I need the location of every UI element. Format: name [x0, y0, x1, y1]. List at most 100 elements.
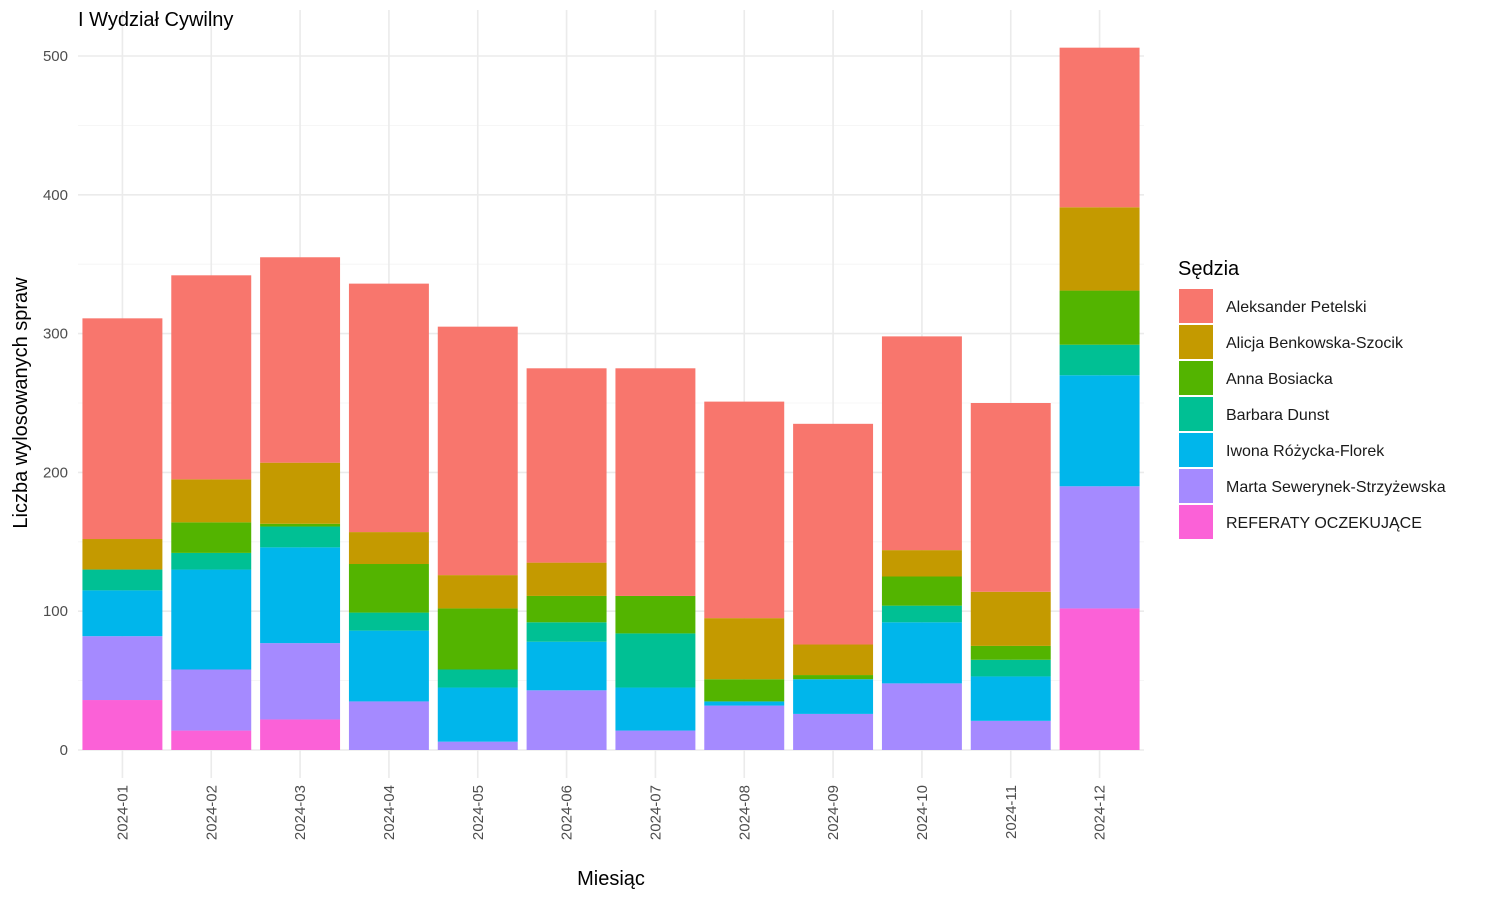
- bar-segment: [881, 622, 962, 684]
- bar-segment: [171, 730, 252, 750]
- legend-label: REFERATY OCZEKUJĄCE: [1226, 515, 1422, 532]
- legend-label: Barbara Dunst: [1226, 407, 1330, 424]
- bar-segment: [970, 720, 1051, 750]
- bar-segment: [615, 633, 696, 688]
- legend-label: Iwona Różycka-Florek: [1226, 443, 1385, 460]
- bar-segment: [171, 522, 252, 553]
- bar-segment: [82, 569, 163, 591]
- bar-segment: [881, 576, 962, 606]
- y-tick-label: 400: [43, 187, 68, 204]
- legend-items: Aleksander Petelski Alicja Benkowska-Szoc…: [1179, 289, 1446, 539]
- x-tick-label: 2024-12: [1092, 785, 1109, 840]
- bar-segment: [793, 644, 874, 676]
- bar-segment: [437, 741, 518, 750]
- bar-segment: [1059, 344, 1140, 376]
- bar-segment: [970, 659, 1051, 677]
- y-tick-label: 0: [60, 742, 68, 759]
- bar-segment: [82, 700, 163, 750]
- x-axis-title: Miesiąc: [577, 868, 645, 890]
- bar-segment: [437, 687, 518, 742]
- bar-segment: [260, 523, 341, 527]
- bar-segment: [970, 591, 1051, 646]
- x-tick-label: 2024-07: [647, 785, 664, 840]
- bar-segment: [615, 687, 696, 731]
- bar-segment: [704, 705, 785, 750]
- bar-segment: [526, 641, 607, 691]
- bar-segment: [526, 562, 607, 596]
- chart-title: I Wydział Cywilny: [78, 9, 233, 31]
- legend-key: [1179, 361, 1213, 395]
- legend-label: Aleksander Petelski: [1226, 299, 1367, 316]
- legend-key: [1179, 397, 1213, 431]
- bar-segment: [526, 595, 607, 623]
- bars: [82, 47, 1140, 750]
- bar-segment: [171, 479, 252, 523]
- legend-key: [1179, 433, 1213, 467]
- bar-segment: [260, 526, 341, 548]
- bar-segment: [82, 539, 163, 570]
- bar-segment: [704, 401, 785, 619]
- bar-segment: [437, 608, 518, 670]
- x-tick-label: 2024-02: [203, 785, 220, 840]
- bar-segment: [171, 275, 252, 480]
- bar-segment: [970, 676, 1051, 721]
- x-tick-label: 2024-05: [470, 785, 487, 840]
- bar-segment: [437, 669, 518, 688]
- bar-segment: [1059, 486, 1140, 609]
- x-axis-ticks: 2024-01 2024-02 2024-03 2024-04 2024-05 2024-…: [114, 785, 1108, 840]
- legend-key: [1179, 469, 1213, 503]
- bar-segment: [82, 590, 163, 637]
- legend-key: [1179, 289, 1213, 323]
- bar-segment: [881, 683, 962, 750]
- legend-label: Anna Bosiacka: [1226, 371, 1333, 388]
- bar-segment: [348, 612, 429, 631]
- x-tick-label: 2024-04: [381, 785, 398, 840]
- x-tick-label: 2024-06: [559, 785, 576, 840]
- bar-segment: [260, 547, 341, 644]
- bar-segment: [348, 630, 429, 702]
- bar-segment: [348, 564, 429, 613]
- bar-segment: [793, 423, 874, 645]
- y-tick-label: 100: [43, 603, 68, 620]
- bar-segment: [260, 643, 341, 720]
- bar-segment: [82, 636, 163, 701]
- bar-segment: [970, 645, 1051, 660]
- bar-segment: [970, 403, 1051, 592]
- legend-key: [1179, 505, 1213, 539]
- y-tick-label: 500: [43, 48, 68, 65]
- bar-segment: [437, 575, 518, 609]
- bar-segment: [348, 283, 429, 533]
- bar-segment: [260, 719, 341, 750]
- legend-key: [1179, 325, 1213, 359]
- x-tick-label: 2024-08: [736, 785, 753, 840]
- y-tick-label: 200: [43, 464, 68, 481]
- bar-segment: [704, 618, 785, 680]
- x-tick-label: 2024-09: [825, 785, 842, 840]
- bar-segment: [82, 318, 163, 540]
- x-tick-label: 2024-03: [292, 785, 309, 840]
- bar-segment: [881, 336, 962, 551]
- bar-segment: [793, 675, 874, 680]
- x-tick-label: 2024-01: [114, 785, 131, 840]
- legend-label: Alicja Benkowska-Szocik: [1226, 335, 1404, 352]
- bar-segment: [260, 462, 341, 524]
- y-axis-ticks: 0 100 200 300 400 500: [43, 48, 68, 759]
- bar-segment: [615, 595, 696, 634]
- bar-segment: [881, 605, 962, 623]
- bar-segment: [615, 368, 696, 596]
- bar-segment: [1059, 375, 1140, 487]
- bar-segment: [171, 552, 252, 570]
- x-tick-label: 2024-11: [1003, 785, 1020, 839]
- bar-segment: [526, 690, 607, 750]
- bar-segment: [348, 532, 429, 565]
- bar-segment: [526, 368, 607, 563]
- bar-segment: [1059, 47, 1140, 208]
- y-axis-title: Liczba wylosowanych spraw: [10, 277, 32, 529]
- bar-segment: [348, 701, 429, 750]
- bar-segment: [1059, 207, 1140, 291]
- bar-segment: [260, 257, 341, 463]
- legend-label: Marta Sewerynek-Strzyżewska: [1226, 479, 1446, 496]
- bar-segment: [704, 679, 785, 702]
- bar-segment: [1059, 290, 1140, 345]
